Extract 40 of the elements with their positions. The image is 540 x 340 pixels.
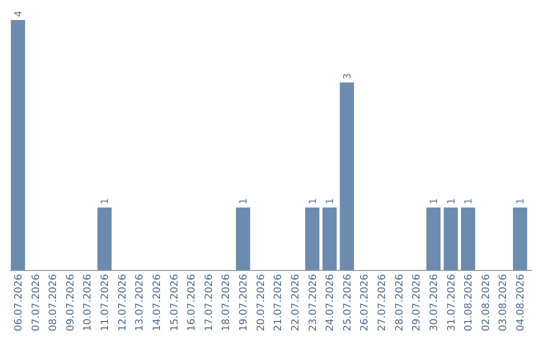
x-tick-label: 26.07.2026 [360, 274, 371, 332]
x-tick-label: 24.07.2026 [325, 274, 336, 332]
data-label: 1 [516, 198, 527, 204]
data-label: 1 [238, 198, 250, 204]
x-tick-label: 29.07.2026 [412, 274, 423, 332]
x-tick-label: 03.08.2026 [498, 274, 510, 332]
x-tick-label: 31.07.2026 [446, 274, 458, 332]
x-tick-label: 21.07.2026 [273, 274, 284, 332]
x-tick-label: 22.07.2026 [290, 274, 302, 332]
x-tick-label: 19.07.2026 [238, 274, 250, 332]
x-tick-label: 14.07.2026 [152, 274, 163, 332]
x-tick-label: 04.08.2026 [516, 274, 527, 332]
x-tick-label: 11.07.2026 [100, 274, 112, 332]
x-tick-label: 13.07.2026 [134, 274, 146, 332]
data-label: 1 [325, 198, 336, 204]
data-label: 1 [464, 198, 475, 204]
data-label: 4 [13, 10, 24, 17]
x-tick-label: 15.07.2026 [169, 274, 180, 332]
x-tick-label: 25.07.2026 [342, 274, 354, 332]
x-tick-label: 18.07.2026 [221, 274, 232, 332]
x-tick-label: 02.08.2026 [480, 274, 492, 332]
data-label: 1 [446, 198, 458, 204]
x-tick-label: 08.07.2026 [48, 274, 60, 332]
x-tick-label: 01.08.2026 [464, 274, 475, 332]
x-tick-label: 20.07.2026 [256, 274, 267, 332]
data-label: 3 [342, 73, 354, 80]
x-tick-label: 12.07.2026 [117, 274, 128, 332]
x-tick-label: 06.07.2026 [13, 274, 24, 332]
x-tick-label: 10.07.2026 [82, 274, 94, 332]
x-tick-label: 16.07.2026 [186, 274, 198, 332]
x-tick-label: 17.07.2026 [204, 274, 215, 332]
x-tick-label: 28.07.2026 [394, 274, 406, 332]
data-label: 1 [308, 198, 319, 204]
x-tick-label: 30.07.2026 [428, 274, 440, 332]
x-tick-label: 09.07.2026 [65, 274, 76, 332]
data-label: 1 [100, 198, 112, 204]
data-label: 1 [428, 198, 440, 204]
x-tick-label: 23.07.2026 [308, 274, 319, 332]
x-tick-label: 07.07.2026 [30, 274, 42, 332]
x-tick-label: 27.07.2026 [377, 274, 388, 332]
